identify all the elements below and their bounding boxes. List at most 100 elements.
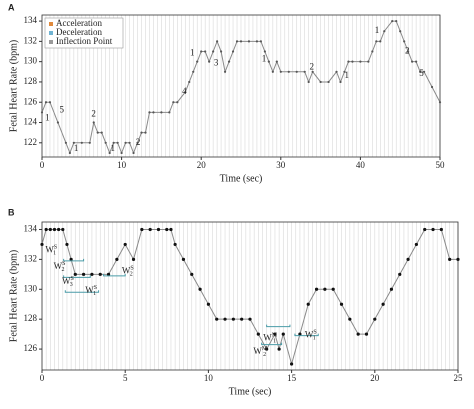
annotation: 5 (419, 68, 424, 78)
point (331, 287, 335, 291)
point (265, 347, 269, 351)
point (140, 131, 143, 134)
point (190, 272, 194, 276)
point (65, 242, 69, 247)
point (271, 70, 274, 73)
point (255, 40, 259, 43)
y-tick-label: 128 (24, 313, 38, 323)
annotation-sup: M (272, 333, 278, 339)
point (188, 80, 191, 84)
point (275, 60, 278, 63)
y-tick-label: 132 (24, 253, 38, 263)
point (375, 40, 378, 43)
annotation: 1 (74, 143, 79, 153)
point (48, 101, 52, 104)
annotation: 1 (375, 25, 380, 35)
x-tick-label: 10 (117, 160, 127, 170)
point (448, 257, 452, 261)
x-tick-label: 30 (276, 160, 286, 170)
bracket (64, 290, 100, 293)
annotation: WM 2 (253, 346, 268, 358)
point (96, 131, 99, 134)
point (422, 70, 426, 73)
point (80, 141, 83, 144)
annotation: WS 2 (122, 265, 134, 277)
point (240, 317, 244, 321)
point (82, 272, 86, 276)
point (406, 257, 410, 261)
legend-label: Inflection Point (56, 36, 113, 46)
x-tick-label: 15 (287, 373, 297, 383)
annotation-text: W (54, 261, 63, 271)
point (367, 60, 370, 63)
point (395, 19, 398, 23)
point (348, 317, 352, 321)
point (165, 227, 169, 232)
annotation: WS 1 (85, 285, 97, 297)
point (391, 19, 394, 23)
legend-box (44, 17, 124, 49)
point (247, 40, 251, 43)
point (364, 332, 369, 336)
point (44, 101, 48, 104)
annotation-text: 1 (110, 143, 115, 153)
point (198, 287, 202, 291)
x-tick-label: 0 (40, 160, 45, 170)
point (152, 111, 155, 114)
annotation-sup: S (70, 276, 73, 282)
point (52, 227, 57, 232)
annotation-text: 1 (74, 143, 79, 153)
point (72, 141, 75, 144)
point (351, 60, 354, 63)
point (411, 60, 414, 63)
annotation: 3 (214, 58, 219, 68)
point (156, 227, 161, 232)
point (398, 272, 402, 276)
point (40, 111, 44, 114)
annotation-sub: 2 (263, 352, 266, 358)
point (323, 287, 327, 291)
point (371, 50, 374, 53)
legend-label: Acceleration (56, 18, 102, 28)
point (279, 70, 282, 73)
point (68, 151, 71, 155)
point (176, 101, 179, 104)
point (148, 227, 152, 232)
y-tick-label: 126 (24, 343, 38, 353)
point (64, 141, 67, 144)
point (415, 60, 418, 63)
point (192, 70, 195, 73)
point (208, 60, 211, 63)
annotation-text: W (62, 276, 71, 286)
point (319, 80, 322, 84)
point (173, 242, 177, 247)
point (92, 121, 95, 124)
point (44, 227, 48, 232)
y-tick-label: 132 (24, 35, 38, 45)
annotation: 1 (262, 54, 267, 64)
point (128, 141, 131, 144)
point (124, 141, 127, 144)
annotation-text: W (122, 265, 131, 275)
point (256, 332, 260, 336)
legend-swatch (49, 31, 53, 35)
annotation-sup: S (62, 261, 65, 267)
point (108, 151, 111, 155)
point (259, 40, 262, 43)
point (273, 332, 277, 336)
annotation-sub: 3 (70, 282, 73, 288)
annotation: WS 1 (45, 244, 57, 256)
panel-label: A (8, 2, 15, 12)
point (168, 111, 171, 114)
annotation-text: 5 (419, 68, 424, 78)
point (144, 131, 147, 134)
bracket (294, 333, 319, 337)
legend-swatch (49, 22, 53, 26)
y-tick-label: 122 (24, 137, 38, 147)
point (223, 317, 227, 321)
point (277, 347, 281, 351)
annotation-text: W (305, 330, 314, 340)
bracket (266, 324, 291, 328)
point (106, 272, 111, 276)
x-tick-label: 0 (40, 373, 45, 383)
